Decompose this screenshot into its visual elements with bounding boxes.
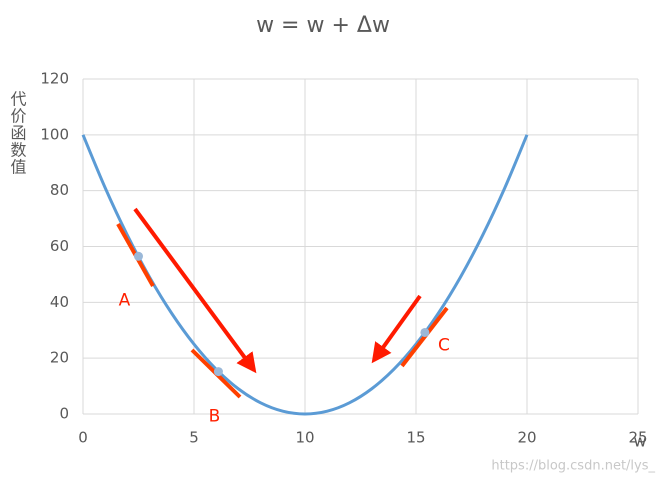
watermark: https://blog.csdn.net/lys_	[491, 459, 655, 474]
y-tick-label: 100	[40, 125, 69, 143]
x-tick-label: 5	[189, 429, 199, 447]
point-label: A	[119, 290, 131, 310]
x-tick-label: 15	[406, 429, 425, 447]
y-tick-label: 80	[50, 181, 69, 199]
x-tick-label: 25	[628, 429, 647, 447]
line-series	[81, 134, 529, 416]
y-tick-label: 40	[50, 293, 69, 311]
point	[420, 327, 430, 337]
y-tick-label: 60	[50, 237, 69, 255]
point	[134, 251, 143, 261]
y-tick-label: 20	[50, 349, 69, 367]
y-tick-label: 0	[59, 405, 69, 423]
x-tick-label: 20	[517, 429, 536, 447]
x-tick-label: 0	[78, 429, 88, 447]
point	[213, 367, 223, 377]
arrow-right	[371, 294, 422, 364]
arrow-left	[133, 207, 257, 374]
point-label: B	[209, 407, 221, 427]
y-tick-label: 120	[40, 70, 69, 88]
x-axis-label: w	[633, 432, 646, 451]
chart-title: w = w + Δw	[256, 13, 390, 38]
x-tick-label: 10	[295, 429, 314, 447]
tangent-c	[400, 306, 449, 368]
y-axis-label: 代价函数值	[8, 91, 27, 176]
point-label: C	[438, 335, 450, 355]
